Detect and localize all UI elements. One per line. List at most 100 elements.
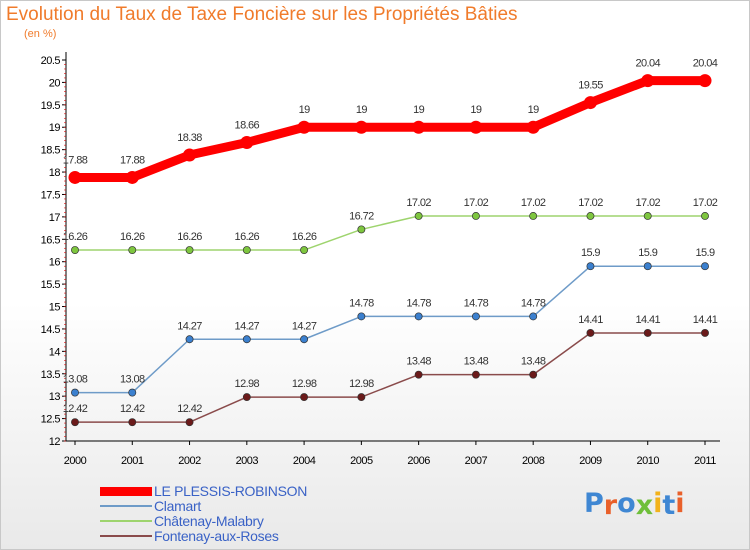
y-tick-label: 19.5 (41, 100, 61, 112)
y-tick-label: 15 (49, 302, 61, 314)
series-1-point (529, 312, 538, 321)
x-tick-label: 2003 (236, 455, 259, 467)
y-tick-label: 19 (49, 122, 61, 134)
series-2-data-label: 17.02 (464, 197, 489, 209)
series-0-data-label: 20.04 (693, 58, 718, 70)
series-3-point (529, 370, 538, 379)
series-3-data-label: 13.48 (521, 356, 546, 368)
y-tick-label: 14 (49, 346, 61, 358)
x-tick-label: 2005 (350, 455, 373, 467)
series-2-point (701, 212, 709, 220)
y-tick-label: 16.5 (41, 234, 61, 246)
series-3-data-label: 12.98 (235, 378, 260, 390)
y-tick-label: 14.5 (41, 324, 61, 336)
series-0-data-label: 19 (299, 104, 311, 116)
series-3-point (300, 393, 309, 402)
series-3-point (414, 370, 423, 379)
x-tick-label: 2002 (178, 455, 201, 467)
series-3-point (128, 418, 137, 427)
series-1-point (300, 335, 309, 344)
series-1-point (701, 262, 709, 271)
series-2-data-label: 16.72 (349, 210, 374, 222)
y-tick-label: 20.5 (41, 55, 61, 67)
logo-letter: P (584, 488, 604, 519)
series-0-point (297, 120, 311, 134)
series-1-data-label: 14.78 (349, 297, 374, 309)
series-1-data-label: 14.27 (235, 320, 260, 332)
y-tick-label: 13 (49, 391, 61, 403)
series-3-point (586, 329, 595, 337)
line-chart: 12 12.5 13 13.5 14 14.5 15 15.5 16 16.5 17 17.5 18 18… (41, 52, 720, 467)
series-2-point (128, 246, 137, 255)
series-0-point (125, 170, 139, 184)
series-2-point (414, 212, 423, 220)
series-1-data-label: 15.9 (695, 247, 714, 259)
series-3-data-label: 14.41 (693, 314, 718, 326)
series-2-data-label: 16.26 (63, 231, 88, 243)
chart-title: Evolution du Taux de Taxe Foncière sur l… (6, 4, 518, 25)
series-1-data-label: 14.27 (177, 320, 202, 332)
series-2-data-label: 16.26 (292, 231, 317, 243)
series-1-data-label: 15.9 (638, 247, 657, 259)
series-2-point (643, 212, 652, 220)
series-1-data-label: 15.9 (581, 247, 600, 259)
series-2-data-label: 16.26 (120, 231, 145, 243)
series-1-data-label: 14.78 (521, 297, 546, 309)
series-1-point (185, 335, 194, 344)
series-0-point (526, 120, 540, 134)
series-0-data-label: 20.04 (635, 58, 660, 70)
series-2-point (357, 225, 366, 234)
x-tick-label: 2000 (64, 455, 87, 467)
series-0-point (68, 170, 82, 184)
series-1-data-label: 14.27 (292, 320, 317, 332)
y-tick-label: 18 (49, 167, 61, 179)
logo-letter: r (603, 490, 618, 521)
x-tick-label: 2008 (522, 455, 545, 467)
series-0-data-label: 17.88 (120, 154, 145, 166)
series-2-line (74, 215, 706, 251)
series-0-point (583, 96, 597, 110)
series-1-point (471, 312, 480, 321)
series-0-point (641, 74, 655, 88)
series-1-point (357, 312, 366, 321)
series-0-data-label: 19 (528, 104, 540, 116)
series-2-data-label: 17.02 (635, 197, 660, 209)
y-tick-label: 12.5 (41, 414, 61, 426)
series-1-point (128, 388, 137, 397)
x-tick-label: 2006 (407, 455, 430, 467)
proxiti-logo: Proxiti (584, 488, 685, 521)
series-2-data-label: 17.02 (578, 197, 603, 209)
logo-letter: i (653, 488, 663, 519)
series-0-point (354, 120, 368, 134)
series-2-point (71, 246, 79, 255)
series-1-data-label: 13.08 (63, 374, 88, 386)
series-1-line (74, 265, 706, 394)
legend-item: Châtenay-Malabry (100, 514, 400, 529)
x-tick-label: 2009 (579, 455, 602, 467)
series-2-point (471, 212, 480, 220)
x-tick-label: 2010 (636, 455, 659, 467)
series-2-point (300, 246, 309, 255)
series-3-line (74, 332, 706, 423)
series-0-data-label: 18.38 (177, 132, 202, 144)
series-0-data-label: 19 (356, 104, 368, 116)
x-tick-label: 2007 (465, 455, 488, 467)
series-2-data-label: 17.02 (693, 197, 718, 209)
y-tick-label: 15.5 (41, 279, 61, 291)
chart-unit-label: (en %) (24, 28, 57, 40)
series-1-data-label: 13.08 (120, 374, 145, 386)
series-1-point (242, 335, 251, 344)
legend: LE PLESSIS-ROBINSON Clamart Châtenay-Malab… (100, 484, 400, 544)
x-tick-label: 2011 (694, 455, 716, 467)
series-0-line (70, 76, 710, 182)
series-0-data-label: 19.55 (578, 80, 603, 92)
series-0-data-label: 18.66 (235, 119, 260, 131)
series-3-point (185, 418, 194, 427)
series-2-point (242, 246, 251, 255)
series-0-point (240, 135, 254, 149)
series-2-point (185, 246, 194, 255)
y-tick-label: 17.5 (41, 189, 61, 201)
series-3-point (471, 370, 480, 379)
series-1-point (643, 262, 652, 271)
series-0-data-label: 19 (470, 104, 482, 116)
